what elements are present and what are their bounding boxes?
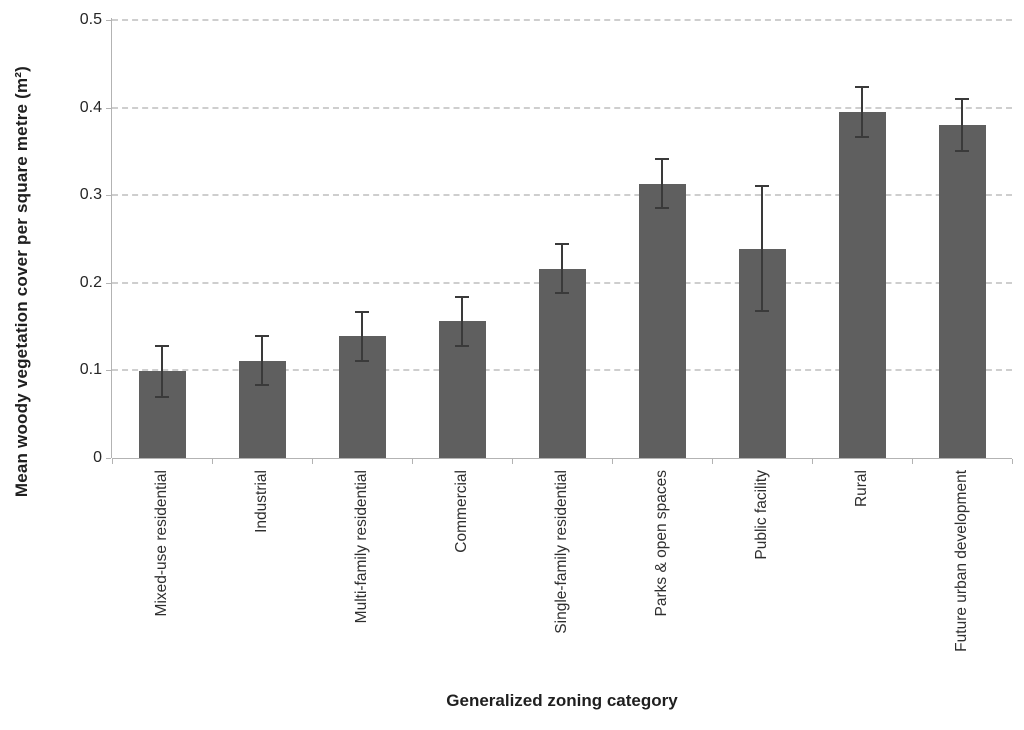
- error-bar-top-cap: [255, 335, 269, 338]
- y-tick-label: 0.2: [79, 273, 102, 291]
- x-label-cell: Single-family residential: [512, 470, 612, 652]
- y-axis-title: Mean woody vegetation cover per square m…: [12, 66, 31, 498]
- error-bar-top-cap: [555, 243, 569, 246]
- error-bar-top-cap: [955, 97, 969, 100]
- x-label-cell: Public facility: [712, 470, 812, 652]
- error-bar-top-cap: [355, 310, 369, 313]
- error-bar-bottom-cap: [755, 309, 769, 312]
- x-category-label: Single-family residential: [553, 470, 571, 634]
- error-bar-bottom-cap: [455, 344, 469, 347]
- error-bar-top-cap: [455, 295, 469, 298]
- error-bar-bottom-cap: [355, 359, 369, 362]
- y-tick-label: 0.4: [79, 98, 102, 116]
- error-bar-bottom-cap: [555, 292, 569, 295]
- error-bar: [261, 336, 263, 386]
- x-label-cell: Rural: [812, 470, 912, 652]
- error-bar: [561, 244, 563, 294]
- error-bar-bottom-cap: [655, 207, 669, 210]
- y-tick-mark: [106, 282, 111, 284]
- x-tick-mark: [712, 459, 713, 464]
- error-bar-bottom-cap: [955, 150, 969, 153]
- error-bar-top-cap: [155, 344, 169, 347]
- x-tick-mark: [1012, 459, 1013, 464]
- bar: [938, 125, 986, 458]
- y-axis-title-wrap: Mean woody vegetation cover per square m…: [12, 0, 32, 564]
- error-bar: [361, 311, 363, 361]
- error-bar: [961, 98, 963, 152]
- error-bar-bottom-cap: [255, 384, 269, 387]
- x-label-cell: Commercial: [412, 470, 512, 652]
- x-category-label: Industrial: [253, 470, 271, 533]
- error-bar-top-cap: [755, 185, 769, 188]
- error-bar: [461, 296, 463, 346]
- bar: [638, 183, 686, 458]
- y-tick-mark: [106, 458, 111, 459]
- x-label-cell: Mixed-use residential: [112, 470, 212, 652]
- error-bar-bottom-cap: [155, 395, 169, 398]
- y-tick-mark: [106, 370, 111, 372]
- x-category-label: Public facility: [753, 470, 771, 560]
- x-category-label: Commercial: [453, 470, 471, 553]
- bar: [838, 111, 886, 458]
- x-tick-mark: [412, 459, 413, 464]
- x-tick-mark: [812, 459, 813, 464]
- x-tick-mark: [112, 459, 113, 464]
- x-tick-mark: [212, 459, 213, 464]
- y-tick-mark: [106, 195, 111, 197]
- y-tick-label: 0.3: [79, 186, 102, 204]
- x-axis-labels: Mixed-use residential Industrial Multi-fam…: [112, 470, 1012, 652]
- y-tick-mark: [106, 20, 111, 21]
- error-bar-bottom-cap: [855, 136, 869, 139]
- x-label-cell: Industrial: [212, 470, 312, 652]
- x-label-cell: Parks & open spaces: [612, 470, 712, 652]
- y-axis-line: [111, 18, 112, 458]
- bar: [538, 268, 586, 458]
- y-tick-mark: [106, 107, 111, 109]
- x-tick-mark: [912, 459, 913, 464]
- error-bar: [861, 86, 863, 138]
- x-tick-mark: [612, 459, 613, 464]
- y-tick-label: 0.1: [79, 361, 102, 379]
- x-category-label: Parks & open spaces: [653, 470, 671, 617]
- x-tick-mark: [312, 459, 313, 464]
- x-category-label: Multi-family residential: [353, 470, 371, 624]
- x-axis-title: Generalized zoning category: [446, 691, 678, 710]
- x-label-cell: Multi-family residential: [312, 470, 412, 652]
- error-bar: [761, 186, 763, 311]
- gridline: [112, 194, 1012, 197]
- error-bar: [161, 345, 163, 397]
- x-category-label: Mixed-use residential: [153, 470, 171, 617]
- error-bar: [661, 159, 663, 209]
- x-label-cell: Future urban development: [912, 470, 1012, 652]
- gridline: [112, 19, 1012, 21]
- x-category-label: Future urban development: [953, 470, 971, 652]
- gridline: [112, 106, 1012, 109]
- error-bar-top-cap: [655, 158, 669, 161]
- y-tick-label: 0.5: [79, 11, 102, 28]
- error-bar-top-cap: [855, 85, 869, 88]
- y-tick-label: 0: [93, 449, 102, 466]
- x-category-label: Rural: [853, 470, 871, 508]
- x-tick-mark: [512, 459, 513, 464]
- x-axis-line: [112, 458, 1012, 459]
